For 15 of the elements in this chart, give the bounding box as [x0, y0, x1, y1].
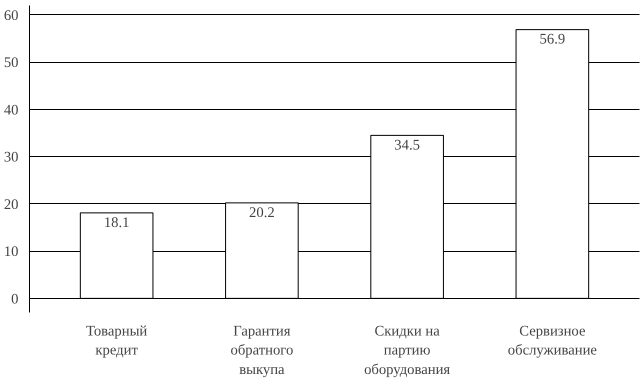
y-tick-label: 10 — [4, 244, 18, 260]
data-label: 34.5 — [394, 137, 420, 154]
x-tick-label: Товарный кредит — [86, 324, 148, 359]
data-label: 20.2 — [249, 204, 275, 221]
x-tick-label: Гарантия обратного выкупа — [230, 324, 294, 378]
y-tick-label: 50 — [4, 55, 18, 72]
data-label: 56.9 — [540, 32, 566, 48]
y-tick-label: 30 — [4, 150, 18, 166]
y-tick-label: 60 — [4, 8, 18, 24]
x-tick-label: Скидки на партию оборудования — [364, 324, 450, 378]
y-tick-label: 20 — [4, 196, 18, 213]
data-label: 18.1 — [104, 214, 130, 231]
x-tick-label: Сервизное обслуживание — [508, 324, 597, 359]
y-tick-label: 0 — [11, 291, 18, 308]
y-tick-label: 40 — [4, 102, 18, 118]
